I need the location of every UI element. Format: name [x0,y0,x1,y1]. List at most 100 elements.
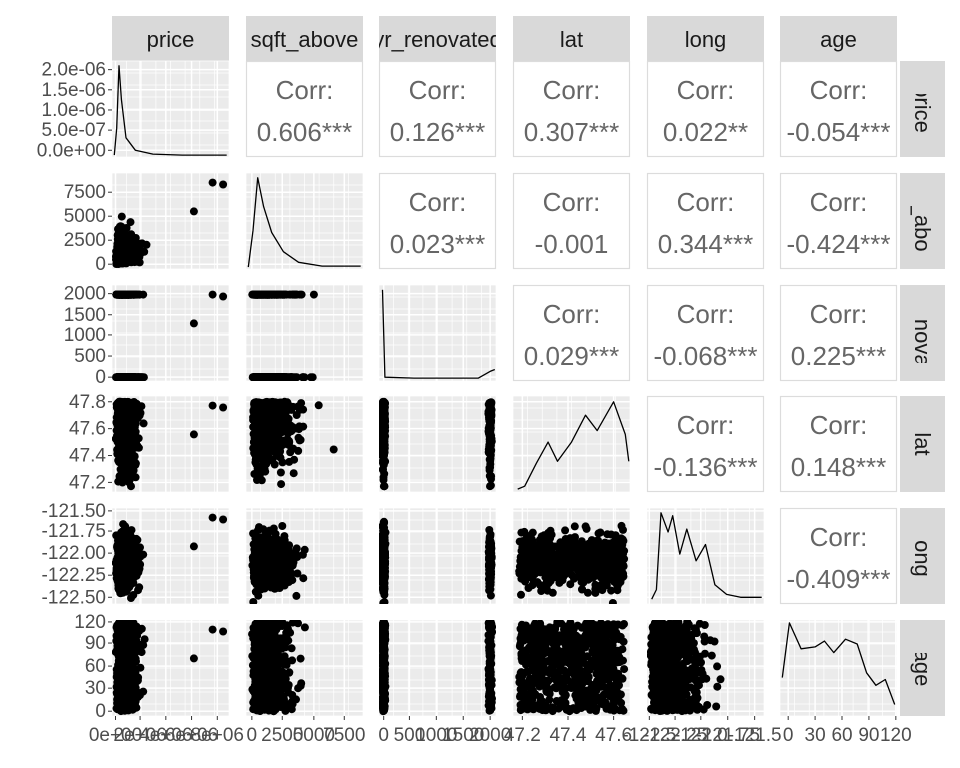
right-strip-bg [900,508,945,604]
panel-sqft_above-age: Corr: -0.424*** [779,172,898,270]
scatter-point [314,401,323,410]
scatter-point [270,290,279,299]
scatter-point [130,557,139,566]
scatter-point [134,443,143,452]
corr-value: -0.068*** [653,341,757,371]
scatter-point [261,373,270,381]
top-strip-long: long [647,16,764,61]
right-strip-label: sqft_above [910,167,935,275]
scatter-point [275,435,284,444]
corr-label: Corr: [677,410,735,440]
scatter-point [267,426,276,435]
corr-panel-frame [378,60,497,158]
scatter-point [486,463,495,472]
scatter-point [379,430,388,439]
scatter-point [296,435,305,444]
panel-sqft_above-sqft_above [245,172,364,270]
corr-value: -0.001 [535,229,609,259]
corr-panel-frame [646,395,765,493]
scatter-point [487,439,495,447]
scatter-point [123,421,131,430]
scatter-point [131,460,140,469]
scatter-point [208,290,217,299]
scatter-point [133,245,142,254]
scatter-point [125,539,134,548]
panel-sqft_above-long: Corr:0.344*** [646,172,765,270]
scatter-point [118,536,127,544]
corr-panel-frame [779,395,898,493]
corr-value: -0.136*** [653,452,757,482]
scatter-point [281,408,289,417]
scatter-point [263,419,272,428]
corr-label: Corr: [409,187,467,217]
corr-label: Corr: [810,187,868,217]
corr-label: Corr: [677,299,735,329]
scatter-point [219,180,228,189]
scatter-point [251,455,260,464]
corr-value: 0.126*** [390,117,485,147]
corr-value: -0.424*** [786,229,890,259]
corr-panel-frame [378,172,497,270]
panel-yr_renovated-age: Corr:0.225*** [779,284,898,382]
scatter-point [208,178,217,187]
scatter-point [487,475,495,483]
scatter-point [485,399,494,407]
scatter-point [289,469,298,478]
corr-value: 0.023*** [390,229,485,259]
scatter-point [208,513,217,522]
panel-long-sqft_above [245,507,364,605]
panel-lat-sqft_above [245,395,364,493]
scatter-point [380,482,389,491]
corr-panel-frame [779,172,898,270]
scatter-point [131,408,140,417]
top-strip-bg [647,16,764,61]
scatter-point [273,416,282,425]
scatter-point [117,212,126,221]
top-strip-price: price [112,16,229,61]
scatter-point [116,550,125,559]
corr-panel-frame [779,284,898,382]
panel-sqft_above-lat: Corr: -0.001 [512,172,631,270]
corr-value: 0.307*** [524,117,619,147]
scatter-point [297,399,306,408]
scatter-point [274,443,283,452]
panel-long-price [111,507,230,605]
scatter-point [281,436,290,445]
scatter-points [112,397,228,491]
scatter-point [131,568,140,577]
corr-panel-frame [512,172,631,270]
scatter-point [251,409,260,418]
right-strip-sqft_above: sqft_above [900,167,945,275]
scatter-point [280,373,289,381]
corr-label: Corr: [543,187,601,217]
scatter-point [130,398,138,406]
density-line [247,177,361,268]
scatter-point [113,566,122,575]
scatter-point [257,476,266,485]
right-strip-label: long [910,535,935,577]
panel-price-sqft_above: Corr:0.606*** [245,60,364,158]
top-strip-label: age [820,27,857,52]
scatter-point [113,241,122,250]
scatter-point [267,412,276,421]
panel-yr_renovated-sqft_above [245,284,364,382]
panel-yr_renovated-long: Corr: -0.068*** [646,284,765,382]
scatter-point [119,520,128,529]
panel-price-lat: Corr:0.307*** [512,60,631,158]
corr-panel-frame [779,60,898,158]
corr-label: Corr: [677,75,735,105]
scatter-point [139,419,148,428]
scatter-point [119,446,128,455]
top-strip-bg [379,16,496,61]
corr-panel-frame [512,60,631,158]
scatter-point [329,445,338,454]
scatter-point [380,402,389,411]
scatter-point [139,290,148,299]
scatter-point [291,424,300,433]
scatter-point [485,448,493,457]
scatter-point [264,290,273,299]
top-strip-label: yr_renovated [373,27,501,52]
scatter-point [128,235,137,244]
panel-price-long: Corr:0.022** [646,60,765,158]
